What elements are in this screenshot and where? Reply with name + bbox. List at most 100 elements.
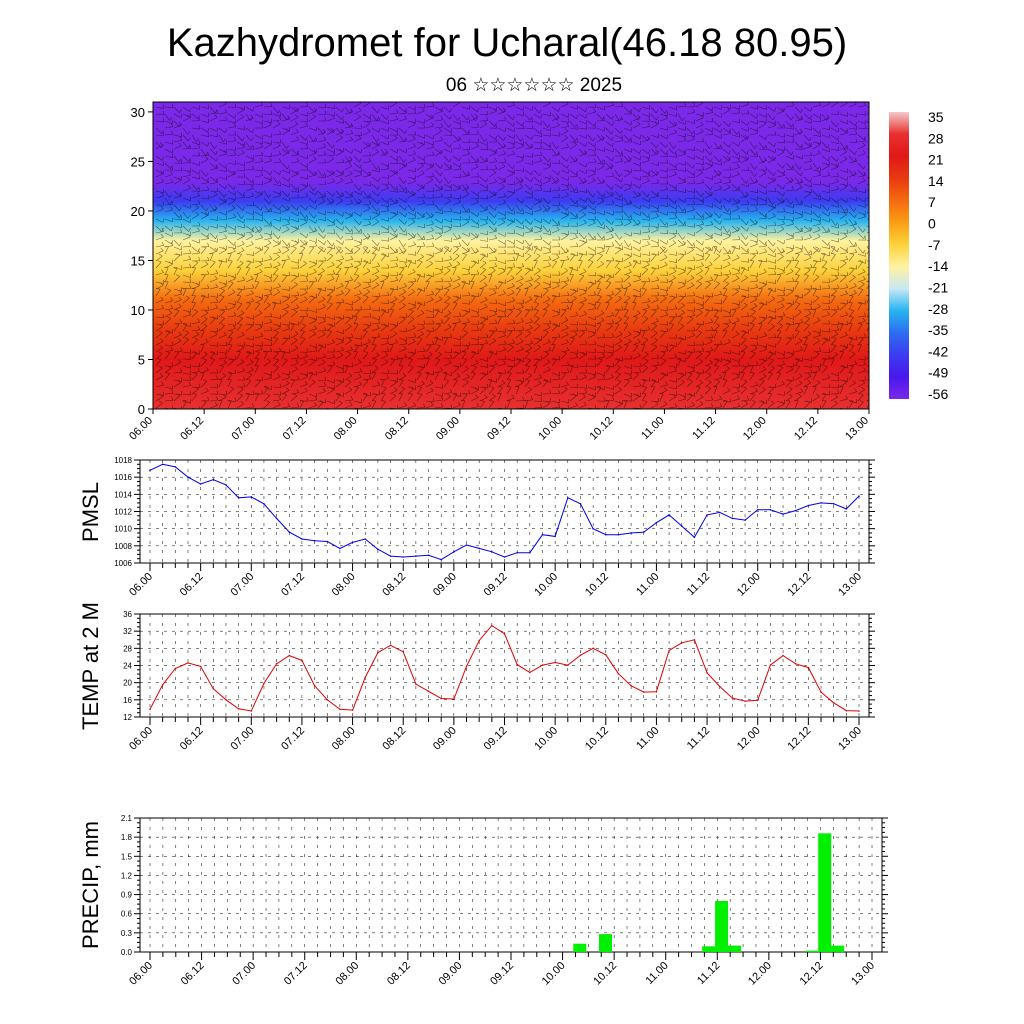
data-point [149,469,151,472]
precip-bar [599,934,612,952]
data-point [807,666,810,669]
data-point [212,478,215,481]
colorbar-label: -35 [928,322,948,338]
data-point [187,662,189,664]
x-tick-label: 11.12 [685,725,712,752]
data-point [478,547,481,550]
data-point [718,511,721,514]
heatmap-y-tick-label: 10 [131,303,145,318]
data-point [794,509,797,512]
x-tick-label: 13.00 [836,571,864,599]
x-tick-label: 09.00 [431,571,459,599]
x-tick-label: 06.12 [178,725,206,753]
heatmap-x-tick-label: 08.12 [383,415,411,443]
data-point [693,536,696,539]
data-point [465,544,468,546]
data-point [655,690,658,693]
chart-title: Kazhydromet for Ucharal(46.18 80.95) [167,21,847,65]
y-tick-label: 32 [123,627,132,636]
y-tick-label: 1016 [114,473,132,482]
x-tick-label: 08.00 [330,571,358,599]
chart-subtitle: 06 ☆☆☆☆☆☆ 2025 [446,75,622,96]
heatmap-x-tick-label: 09.12 [485,415,513,443]
x-tick-label: 09.12 [488,960,516,988]
data-point [301,538,303,540]
data-point [313,539,316,542]
x-tick-label: 10.12 [583,725,611,753]
data-point [832,503,835,505]
data-point [567,664,569,666]
data-point [199,665,202,668]
data-point [415,555,417,557]
data-point [149,708,151,711]
data-point [718,685,721,688]
precip-bar [702,946,716,952]
data-point [503,632,506,635]
x-tick-label: 07.12 [279,571,307,599]
data-point [465,665,468,668]
data-point [554,661,556,664]
data-point [706,672,708,674]
data-point [744,519,746,521]
data-point [592,527,594,530]
y-tick-label: 0.3 [121,929,133,938]
data-point [187,476,189,479]
heatmap-x-tick-label: 10.12 [587,415,615,443]
data-point [225,484,227,486]
data-point [529,551,531,554]
y-tick-label: 2.1 [121,814,133,823]
panel-frame [139,459,870,564]
colorbar-label: 7 [928,194,936,210]
x-tick-label: 10.12 [583,571,611,599]
precip-bar [831,945,845,952]
data-point [415,683,417,685]
data-point [364,676,367,679]
data-point [567,497,569,499]
x-tick-label: 07.12 [279,725,307,753]
x-tick-label: 07.12 [282,960,310,988]
data-point [288,531,291,533]
y-tick-label: 1.5 [121,852,133,861]
x-tick-label: 13.00 [849,960,877,988]
heatmap-field [153,102,869,409]
heatmap-x-tick-label: 11.12 [690,415,717,442]
heatmap-y-tick-label: 25 [131,154,145,169]
data-point [529,671,531,674]
x-tick-label: 13.00 [836,725,864,753]
x-tick-label: 11.12 [685,571,712,598]
colorbar-gradient [889,112,909,399]
data-point [453,551,455,553]
x-tick-label: 08.00 [333,960,361,988]
heatmap-x-tick-label: 12.00 [741,415,769,443]
x-tick-label: 10.12 [591,960,619,988]
data-point [212,687,215,690]
x-tick-label: 08.12 [380,571,408,599]
data-point [402,556,405,558]
data-point [554,535,556,538]
y-tick-label: 0.0 [121,948,133,957]
colorbar-label: -28 [928,301,948,317]
x-tick-label: 08.00 [330,725,358,753]
data-point [579,654,582,656]
wind-barbs [155,102,869,409]
data-point [820,691,822,693]
data-point [427,554,430,557]
y-tick-label: 0.9 [121,891,133,900]
data-point [250,710,253,712]
x-tick-label: 11.12 [695,960,722,987]
heatmap-x-tick-label: 07.00 [229,415,257,443]
x-tick-label: 12.00 [735,571,763,599]
colorbar-label: 35 [928,109,944,125]
data-point [402,651,405,653]
data-point [326,699,329,701]
heatmap-x-tick-label: 11.00 [639,415,666,442]
x-tick-label: 09.12 [482,725,510,753]
precip-bar [818,833,832,952]
data-point [731,697,734,699]
y-tick-label: 1.2 [121,871,133,880]
x-tick-label: 06.00 [127,725,155,753]
data-point [592,647,594,650]
x-tick-label: 06.00 [127,571,155,599]
x-tick-label: 10.00 [532,725,560,753]
heatmap-x-tick-label: 07.12 [281,415,309,443]
